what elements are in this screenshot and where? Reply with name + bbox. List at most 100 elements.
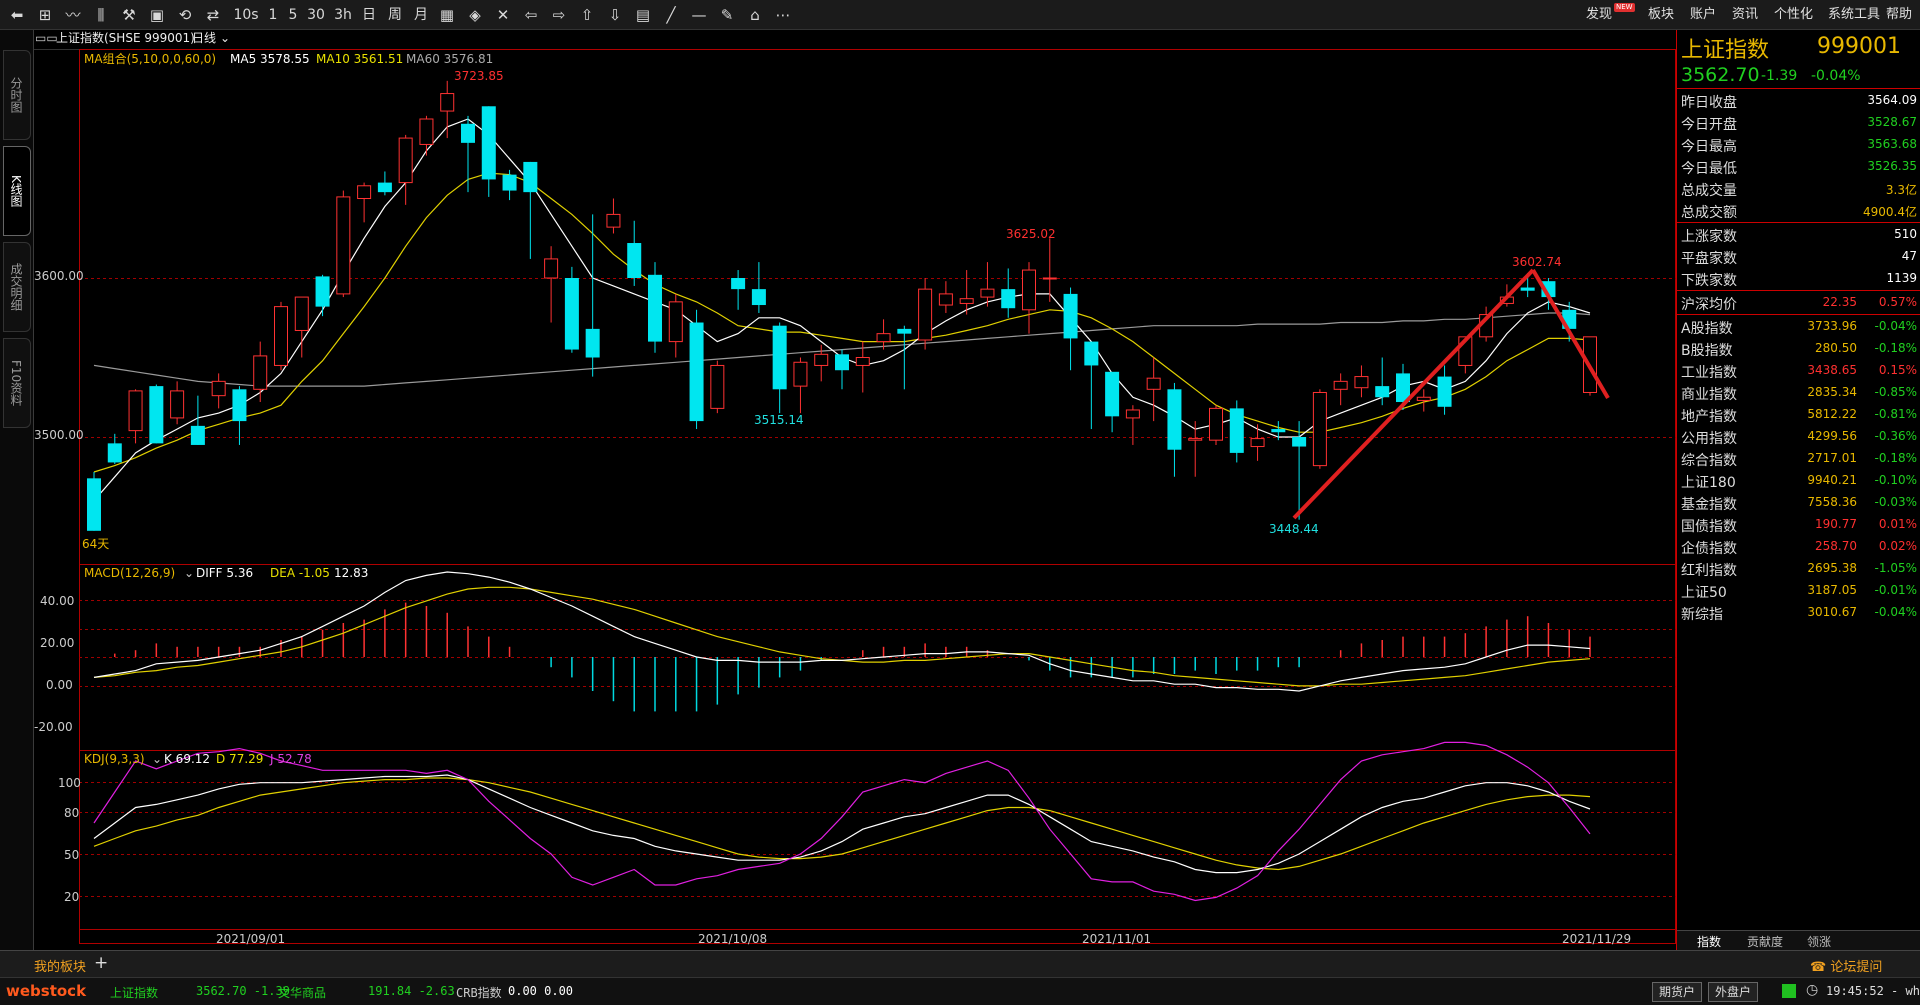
period-1[interactable]: 1 (268, 7, 278, 23)
pen-icon[interactable]: ✎ (720, 6, 734, 24)
tab-kline[interactable]: K线图 (3, 146, 31, 236)
candle[interactable] (564, 266, 579, 353)
candle[interactable] (107, 433, 122, 465)
calendar-icon[interactable]: ▦ (439, 6, 455, 24)
candle[interactable] (876, 319, 891, 350)
candle[interactable] (585, 214, 600, 377)
restore-icon[interactable]: ⟲ (178, 6, 192, 24)
draw-line-icon[interactable]: ╱ (666, 6, 676, 24)
candle[interactable] (1333, 373, 1348, 406)
candle[interactable] (461, 115, 475, 193)
table-icon[interactable]: ▤ (635, 6, 651, 24)
candle[interactable] (959, 270, 974, 315)
menu-help[interactable]: 帮助 (1886, 7, 1913, 22)
info-tab-leaders[interactable]: 领涨 (1807, 935, 1832, 949)
index-row[interactable]: B股指数 280.50 -0.18% (1677, 338, 1920, 360)
candle[interactable] (481, 106, 496, 197)
menu-discover[interactable]: 发现 (1586, 7, 1613, 22)
panel-icon[interactable]: ▣ (149, 6, 165, 24)
candle[interactable] (523, 161, 538, 259)
status-crb-name[interactable]: CRB指数 (456, 986, 502, 1000)
candle[interactable] (1271, 421, 1286, 441)
candle[interactable] (918, 278, 933, 350)
candle[interactable] (211, 373, 226, 409)
breadth-row[interactable]: 下跌家数 1139 (1677, 268, 1920, 290)
line-chart-icon[interactable]: 〰 (65, 6, 81, 24)
add-tab-icon[interactable]: + (94, 953, 109, 973)
candle[interactable] (1022, 262, 1036, 334)
menu-system-tools[interactable]: 系统工具 (1828, 7, 1881, 22)
index-row[interactable]: A股指数 3733.96 -0.04% (1677, 316, 1920, 338)
candle[interactable] (1437, 365, 1452, 415)
kdj-dropdown-icon[interactable]: ⌄ (152, 752, 162, 766)
status-index-name[interactable]: 上证指数 (110, 986, 159, 1000)
down-arrow-icon[interactable]: ⇩ (608, 6, 622, 24)
index-row[interactable]: 新综指 3010.67 -0.04% (1677, 602, 1920, 624)
candle[interactable] (710, 360, 725, 414)
period-5[interactable]: 5 (288, 7, 298, 23)
ma-config-label[interactable]: MA组合(5,10,0,0,60,0) (84, 51, 216, 66)
tab-trades[interactable]: 成交明细 (3, 242, 31, 332)
candle[interactable] (190, 395, 205, 445)
quote-row[interactable]: 总成交额 4900.4亿 (1677, 200, 1920, 222)
candle-icon[interactable]: ⫼ (97, 6, 105, 24)
menu-news[interactable]: 资讯 (1732, 7, 1759, 22)
candle[interactable] (1188, 421, 1203, 477)
status-commodity-name[interactable]: 文华商品 (278, 986, 327, 1000)
foreign-account-button[interactable]: 外盘户 (1708, 982, 1759, 1002)
candle[interactable] (149, 384, 164, 444)
candle[interactable] (419, 115, 434, 156)
candle[interactable] (1354, 365, 1369, 398)
minus-icon[interactable]: — (691, 6, 707, 24)
candle[interactable] (627, 220, 642, 286)
candle[interactable] (502, 169, 517, 201)
candle[interactable] (1125, 405, 1140, 445)
quote-row[interactable]: 今日开盘 3528.67 (1677, 112, 1920, 134)
index-row[interactable]: 国债指数 190.77 0.01% (1677, 514, 1920, 536)
candle[interactable] (1001, 268, 1016, 318)
candle[interactable] (1292, 421, 1307, 520)
period-3h[interactable]: 3h (334, 7, 352, 23)
candle[interactable] (751, 262, 766, 313)
index-row[interactable]: 工业指数 3438.65 0.15% (1677, 360, 1920, 382)
candle[interactable] (1167, 382, 1182, 477)
index-row[interactable]: 基金指数 7558.36 -0.03% (1677, 492, 1920, 514)
tool-icon[interactable]: ⚒ (122, 6, 136, 24)
breadth-row[interactable]: 上涨家数 510 (1677, 224, 1920, 246)
candle[interactable] (689, 309, 704, 430)
index-row[interactable]: 商业指数 2835.34 -0.85% (1677, 382, 1920, 404)
info-tab-contribution[interactable]: 贡献度 (1747, 935, 1784, 949)
candle[interactable] (1312, 389, 1327, 469)
candle[interactable] (128, 389, 143, 444)
trend-line-up[interactable] (1292, 268, 1535, 520)
forum-question-link[interactable]: ☎ 论坛提问 (1810, 956, 1882, 975)
candle[interactable] (1105, 371, 1120, 433)
candle[interactable] (440, 80, 455, 139)
period-week[interactable]: 周 (388, 7, 402, 23)
back-icon[interactable]: ⬅ (10, 6, 24, 24)
candle[interactable] (855, 341, 870, 393)
candle[interactable] (544, 246, 559, 323)
candle[interactable] (315, 274, 330, 317)
candle[interactable] (648, 262, 662, 353)
index-row[interactable]: 企债指数 258.70 0.02% (1677, 536, 1920, 558)
candle[interactable] (377, 171, 392, 196)
grid-icon[interactable]: ⊞ (38, 6, 52, 24)
right-arrow-icon[interactable]: ⇨ (552, 6, 566, 24)
candle[interactable] (294, 296, 309, 358)
candle[interactable] (731, 270, 746, 310)
candle[interactable] (1375, 357, 1390, 406)
up-arrow-icon[interactable]: ⇧ (580, 6, 594, 24)
candle[interactable] (938, 281, 953, 313)
candle[interactable] (87, 471, 101, 531)
candle[interactable] (1250, 424, 1265, 461)
candle[interactable] (170, 381, 185, 425)
tab-f10[interactable]: F10资料 (3, 338, 31, 428)
index-row[interactable]: 地产指数 5812.22 -0.81% (1677, 404, 1920, 426)
candle[interactable] (1209, 405, 1223, 445)
candle[interactable] (897, 325, 912, 390)
chart-area[interactable]: ▭▭ 上证指数(SHSE 999001) 日线 ⌄ MA组合(5,10,0,0,… (34, 30, 1676, 950)
candle[interactable] (772, 322, 787, 414)
candle[interactable] (668, 293, 683, 358)
home-icon[interactable]: ⌂ (750, 6, 760, 24)
